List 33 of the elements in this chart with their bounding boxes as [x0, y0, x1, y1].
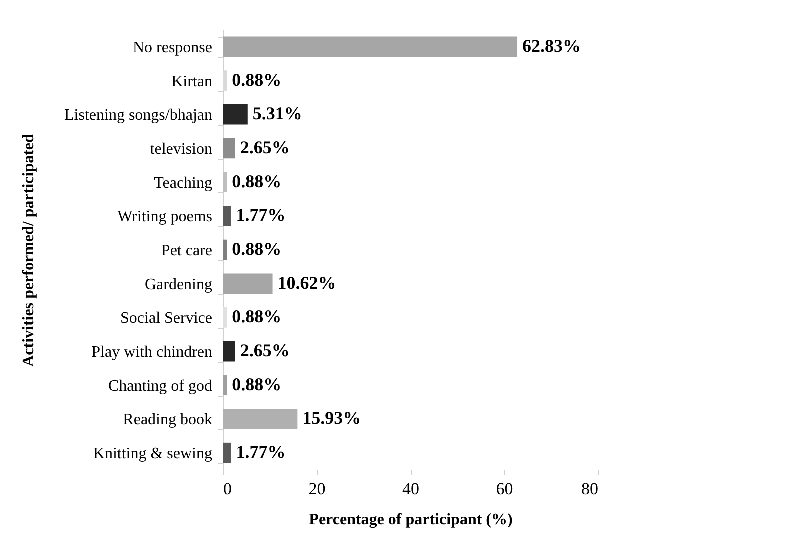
data-label: 1.77% [236, 442, 286, 462]
y-tick-label: Teaching [154, 174, 212, 192]
x-tick-label: 40 [402, 480, 420, 498]
x-tick-label: 80 [582, 480, 598, 498]
y-tick-label: Listening songs/bhajan [64, 107, 212, 124]
x-tick-label: 60 [496, 480, 514, 498]
y-tick-label: Kirtan [172, 73, 212, 90]
data-label: 0.88% [232, 306, 282, 327]
y-tick-label: Knitting & sewing [93, 446, 212, 463]
y-tick-label: Writing poems [118, 208, 212, 226]
data-label: 0.88% [232, 374, 282, 394]
data-label: 0.88% [232, 239, 282, 259]
data-label: 10.62% [278, 272, 336, 293]
x-axis-title: Percentage of participant (%) [309, 512, 513, 528]
y-tick-label: Gardening [144, 276, 212, 294]
y-tick-label: television [150, 140, 212, 158]
y-tick-label: Pet care [161, 242, 212, 260]
x-tick-label: 20 [308, 480, 326, 498]
y-tick-label: Play with chindren [92, 344, 212, 362]
data-label: 2.65% [240, 340, 290, 361]
data-label: 2.65% [240, 137, 290, 158]
data-label: 0.88% [232, 70, 282, 90]
data-label: 1.77% [236, 205, 286, 226]
data-label: 5.31% [252, 104, 302, 124]
y-tick-label: Chanting of god [108, 378, 212, 395]
data-label: 15.93% [302, 408, 362, 428]
data-label: 0.88% [232, 171, 282, 192]
y-tick-label: No response [132, 39, 212, 56]
y-tick-label: Reading book [123, 412, 212, 429]
y-axis-title: Activities performed/ participated [20, 134, 38, 367]
data-label: 62.83% [522, 36, 582, 56]
y-tick-label: Social Service [120, 310, 212, 328]
x-tick-label: 0 [224, 480, 232, 498]
